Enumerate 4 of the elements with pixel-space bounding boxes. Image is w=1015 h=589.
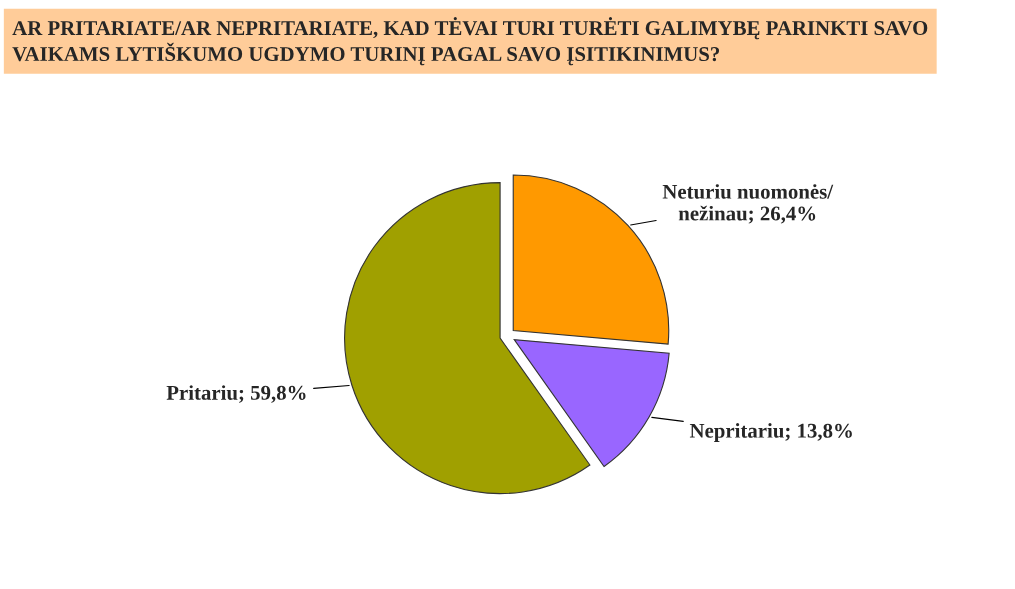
slice-label: Nepritariu; 13,8% (689, 423, 852, 443)
slice-label: Neturiu nuomonės/ nežinau; 26,4% (662, 184, 834, 224)
slice-label: Pritariu; 59,8% (166, 385, 306, 403)
chart-title: AR PRITARIATE/AR NEPRITARIATE, KAD TĖVAI TURI TURĖTI GALIMYBĘ PARINKTI SAVO VAIKAMS LYTIŠKUMO UGDYMO TURINĮ PAGAL SAVO ĮSITIKINIMUS? (12, 17, 928, 66)
